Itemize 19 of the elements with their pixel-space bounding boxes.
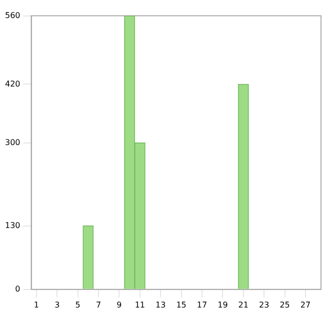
x-tick-label: 19 [218, 300, 228, 310]
x-tick-label: 13 [156, 300, 166, 310]
y-tick-label: 0 [15, 284, 20, 294]
x-tick-label: 1 [34, 300, 39, 310]
y-tick-label: 300 [4, 138, 20, 147]
y-tick-label: 130 [4, 220, 20, 230]
x-tick-label: 27 [300, 300, 311, 310]
x-tick-label: 11 [134, 300, 146, 310]
x-tick-label: 21 [238, 300, 248, 310]
x-tick-label: 5 [75, 300, 80, 310]
y-tick-label: 420 [4, 79, 20, 88]
x-tick-label: 9 [116, 300, 122, 310]
x-tick-label: 7 [96, 300, 102, 310]
x-tick-label: 3 [54, 300, 60, 310]
x-tick-label: 25 [280, 300, 290, 310]
x-tick-label: 23 [258, 300, 270, 310]
y-tick-label: 560 [4, 10, 20, 20]
x-tick-label: 17 [196, 300, 208, 310]
x-tick-label: 15 [176, 300, 186, 310]
